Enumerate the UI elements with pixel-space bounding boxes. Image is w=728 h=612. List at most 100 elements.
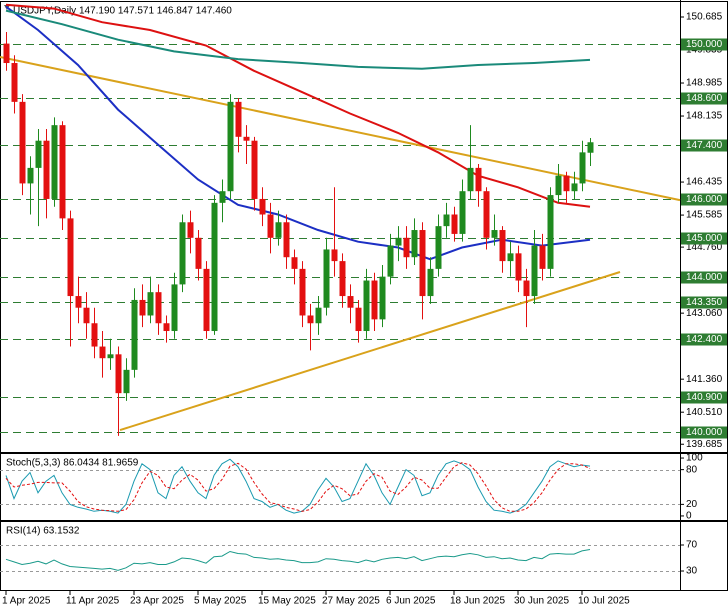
y-tick-label: 70 <box>686 540 698 551</box>
candle-body <box>435 226 442 269</box>
candle-body <box>563 175 570 192</box>
level-label: 144.000 <box>686 272 723 283</box>
candle-body <box>91 323 98 347</box>
panel-title: Stoch(5,3,3) 86.0434 81.9659 <box>6 458 139 469</box>
candle-body <box>251 140 258 199</box>
candle-body <box>227 101 234 192</box>
x-tick-label: 11 Apr 2025 <box>66 596 120 607</box>
candle-body <box>195 237 202 269</box>
x-tick-label: 5 May 2025 <box>194 596 247 607</box>
level-label: 140.000 <box>686 427 723 438</box>
candle-body <box>507 253 514 262</box>
candle-body <box>339 261 346 297</box>
candle-body <box>267 214 274 238</box>
candle-body <box>379 276 386 320</box>
candle-body <box>427 268 434 297</box>
candle-body <box>75 296 82 308</box>
indicator-line <box>5 462 591 512</box>
candle-body <box>587 142 594 153</box>
candle-body <box>451 214 458 234</box>
candle-body <box>107 354 114 359</box>
candle-body <box>203 268 210 332</box>
candle-body <box>363 280 370 332</box>
candle-body <box>83 307 90 324</box>
level-label: 140.900 <box>686 392 723 403</box>
candle-body <box>11 63 18 102</box>
y-tick-label: 139.685 <box>686 439 723 450</box>
x-tick-label: 1 Apr 2025 <box>2 596 51 607</box>
level-label-box <box>681 426 727 439</box>
level-label-box <box>681 391 727 404</box>
level-label-box <box>681 232 727 245</box>
y-tick-label: 146.435 <box>686 177 723 188</box>
candle-body <box>211 202 218 332</box>
candle-body <box>219 191 226 203</box>
y-tick-label: 144.760 <box>686 242 723 253</box>
candle-body <box>515 253 522 281</box>
y-tick-label: 143.060 <box>686 308 723 319</box>
candle-body <box>355 307 362 332</box>
candle-body <box>331 249 338 262</box>
candle-body <box>579 152 586 184</box>
y-tick-label: 80 <box>686 464 698 475</box>
level-label: 146.000 <box>686 194 723 205</box>
candle-body <box>187 222 194 238</box>
candle-body <box>155 292 162 324</box>
candle-body <box>539 245 546 269</box>
y-tick-label: 100 <box>686 453 703 464</box>
candle-body <box>99 346 106 359</box>
candle-body <box>235 101 242 137</box>
candle-body <box>323 249 330 308</box>
candle-body <box>115 354 122 394</box>
candle-body <box>259 198 266 215</box>
level-label-box <box>681 92 727 105</box>
candle-body <box>411 230 418 258</box>
candle-body <box>3 43 10 64</box>
candle-body <box>59 125 66 219</box>
y-tick-label: 145.585 <box>686 210 723 221</box>
candle-body <box>467 167 474 192</box>
candle-body <box>523 280 530 297</box>
candle-body <box>491 230 498 238</box>
candle-body <box>131 299 138 370</box>
candle-body <box>275 222 282 238</box>
candle-body <box>35 140 42 168</box>
level-label: 142.400 <box>686 334 723 345</box>
candle-body <box>243 136 250 141</box>
panel-title: USDJPY,Daily 147.190 147.571 146.847 147… <box>13 6 232 17</box>
candle-body <box>371 280 378 320</box>
candle-body <box>307 315 314 324</box>
candle-body <box>123 369 130 394</box>
level-label-box <box>681 193 727 206</box>
x-tick-label: 27 May 2025 <box>322 596 380 607</box>
candle-body <box>67 218 74 297</box>
candle-body <box>571 183 578 192</box>
candle-body <box>19 101 26 184</box>
level-label: 148.600 <box>686 93 723 104</box>
candle-body <box>395 237 402 246</box>
trendline <box>119 271 621 432</box>
candle-body <box>443 214 450 227</box>
candle-body <box>27 167 34 184</box>
level-label-box <box>681 296 727 309</box>
y-tick-label: 148.135 <box>686 111 723 122</box>
candle-body <box>483 191 490 238</box>
candle-body <box>139 299 146 316</box>
y-tick-label: 150.685 <box>686 12 723 23</box>
moving-average <box>5 5 591 261</box>
x-tick-label: 23 Apr 2025 <box>130 596 184 607</box>
candle-body <box>179 222 186 285</box>
candle-body <box>163 323 170 332</box>
indicator-line <box>5 549 591 571</box>
candle-body <box>315 307 322 324</box>
x-tick-label: 10 Jul 2025 <box>578 596 630 607</box>
candle-body <box>459 191 466 234</box>
level-label-box <box>681 333 727 346</box>
level-label: 147.400 <box>686 140 723 151</box>
panel-title: RSI(14) 63.1532 <box>6 526 80 537</box>
y-tick-label: 0 <box>686 511 692 522</box>
candle-body <box>147 292 154 316</box>
candle-body <box>171 284 178 332</box>
candle-body <box>387 245 394 277</box>
level-label: 145.000 <box>686 233 723 244</box>
